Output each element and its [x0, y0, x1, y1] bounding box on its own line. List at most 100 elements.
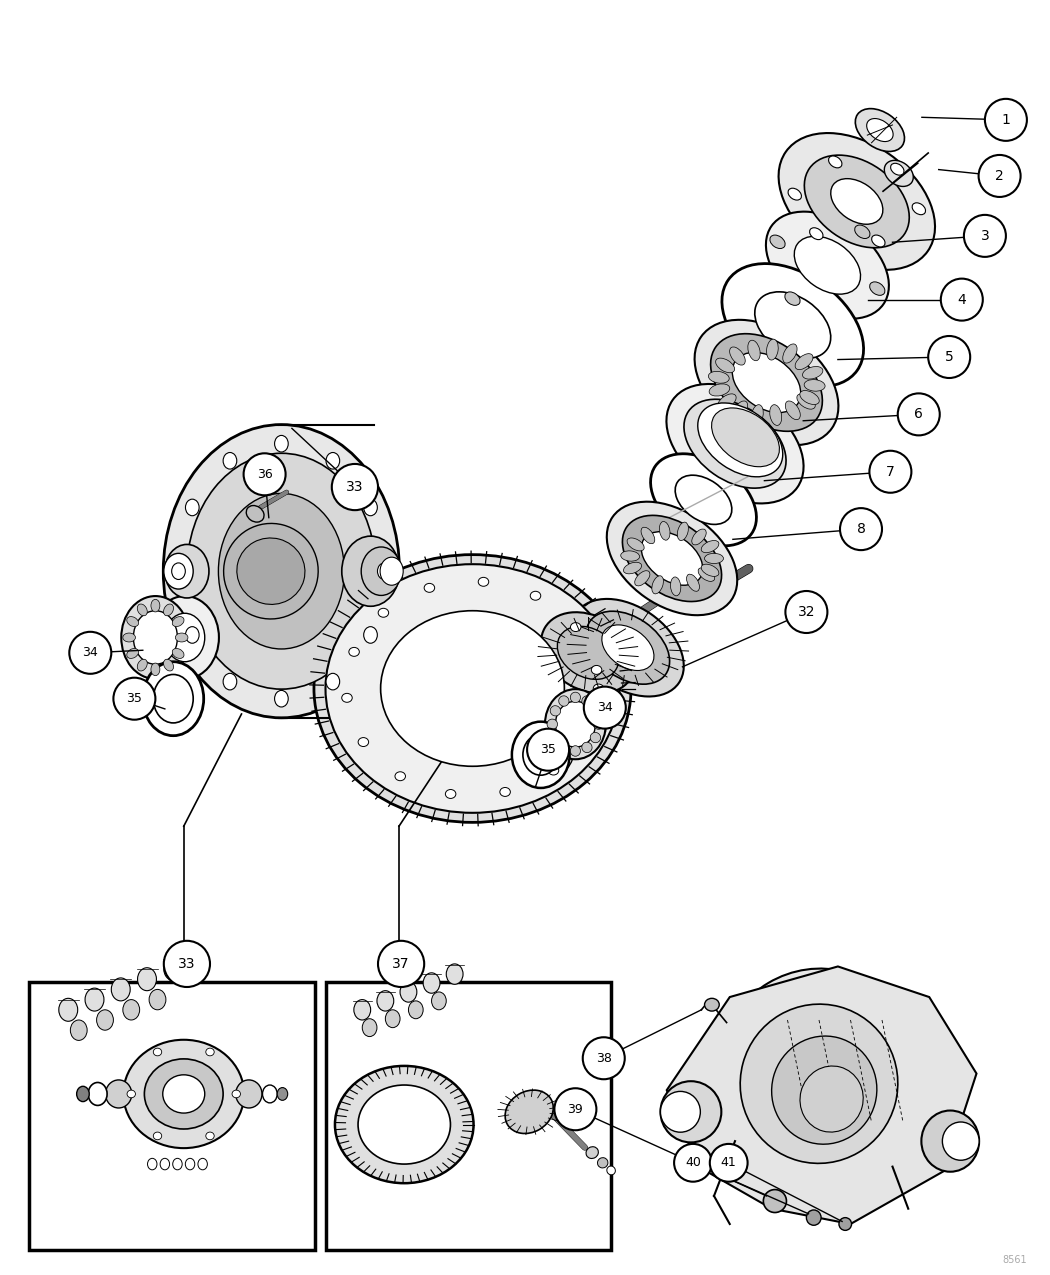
Ellipse shape — [800, 1066, 863, 1132]
Ellipse shape — [127, 649, 139, 658]
Ellipse shape — [385, 1010, 400, 1028]
Ellipse shape — [943, 1122, 979, 1160]
Ellipse shape — [218, 493, 344, 649]
Bar — [326, 982, 611, 1250]
Text: 7: 7 — [886, 465, 895, 478]
Ellipse shape — [363, 626, 377, 644]
Ellipse shape — [111, 978, 130, 1001]
Ellipse shape — [705, 998, 719, 1011]
Ellipse shape — [869, 282, 885, 296]
Ellipse shape — [621, 551, 639, 561]
Ellipse shape — [172, 649, 184, 658]
Ellipse shape — [890, 163, 904, 175]
Ellipse shape — [765, 212, 889, 319]
Text: 39: 39 — [568, 1103, 584, 1116]
Ellipse shape — [59, 998, 78, 1021]
Ellipse shape — [151, 597, 218, 678]
Circle shape — [113, 678, 155, 719]
Ellipse shape — [164, 659, 173, 671]
Ellipse shape — [206, 1132, 214, 1140]
Ellipse shape — [660, 1081, 721, 1142]
Circle shape — [332, 464, 378, 510]
Ellipse shape — [570, 746, 581, 756]
Ellipse shape — [151, 663, 160, 676]
Ellipse shape — [806, 1210, 821, 1225]
Ellipse shape — [559, 742, 569, 752]
Ellipse shape — [559, 696, 569, 706]
Ellipse shape — [149, 989, 166, 1010]
Ellipse shape — [570, 692, 581, 703]
Ellipse shape — [627, 538, 645, 551]
Ellipse shape — [224, 673, 237, 690]
Ellipse shape — [380, 611, 565, 766]
Ellipse shape — [151, 599, 160, 612]
Ellipse shape — [582, 696, 592, 706]
Ellipse shape — [524, 719, 574, 776]
Ellipse shape — [772, 1037, 877, 1144]
Ellipse shape — [445, 789, 456, 798]
Ellipse shape — [782, 344, 797, 363]
Ellipse shape — [597, 1158, 608, 1168]
Ellipse shape — [550, 732, 561, 743]
Ellipse shape — [85, 988, 104, 1011]
Ellipse shape — [623, 515, 721, 602]
Text: 32: 32 — [798, 606, 815, 618]
Ellipse shape — [247, 506, 264, 521]
Ellipse shape — [624, 562, 642, 574]
Bar — [29, 982, 315, 1250]
Ellipse shape — [586, 611, 670, 685]
Ellipse shape — [512, 722, 569, 788]
Ellipse shape — [275, 435, 288, 453]
Text: 1: 1 — [1002, 113, 1010, 126]
Ellipse shape — [354, 1000, 371, 1020]
Text: 35: 35 — [540, 743, 557, 756]
Ellipse shape — [335, 1066, 474, 1183]
Ellipse shape — [206, 1048, 214, 1056]
Ellipse shape — [922, 1111, 979, 1172]
Ellipse shape — [810, 228, 823, 240]
Ellipse shape — [789, 189, 801, 200]
Text: 36: 36 — [257, 468, 273, 481]
Ellipse shape — [341, 694, 352, 703]
Ellipse shape — [138, 604, 147, 616]
Ellipse shape — [547, 719, 558, 729]
Ellipse shape — [593, 719, 604, 729]
Text: 34: 34 — [82, 646, 99, 659]
Ellipse shape — [607, 1167, 615, 1174]
Ellipse shape — [570, 622, 581, 631]
Ellipse shape — [153, 1048, 162, 1056]
Ellipse shape — [186, 499, 200, 516]
Ellipse shape — [446, 964, 463, 984]
Ellipse shape — [408, 1001, 423, 1019]
Ellipse shape — [165, 544, 209, 598]
Ellipse shape — [784, 292, 800, 305]
Circle shape — [554, 1089, 596, 1130]
Ellipse shape — [164, 604, 173, 616]
Ellipse shape — [122, 597, 189, 678]
Ellipse shape — [675, 476, 732, 524]
Ellipse shape — [77, 1086, 89, 1102]
Ellipse shape — [722, 264, 863, 386]
Text: 34: 34 — [596, 701, 612, 714]
Circle shape — [928, 337, 970, 377]
Ellipse shape — [235, 1080, 262, 1108]
Ellipse shape — [380, 557, 403, 585]
Ellipse shape — [124, 1040, 244, 1149]
Ellipse shape — [277, 1088, 288, 1100]
Ellipse shape — [248, 529, 316, 615]
Text: 6: 6 — [915, 408, 923, 421]
Ellipse shape — [602, 625, 654, 671]
Ellipse shape — [187, 453, 376, 688]
Ellipse shape — [138, 659, 147, 671]
Ellipse shape — [377, 991, 394, 1011]
Ellipse shape — [856, 108, 904, 152]
Ellipse shape — [692, 529, 707, 544]
Ellipse shape — [800, 390, 819, 404]
Text: 2: 2 — [995, 170, 1004, 182]
Ellipse shape — [695, 320, 838, 445]
Ellipse shape — [153, 1132, 162, 1140]
Ellipse shape — [378, 564, 391, 580]
Ellipse shape — [395, 771, 405, 780]
Ellipse shape — [164, 553, 193, 589]
Ellipse shape — [804, 156, 909, 247]
